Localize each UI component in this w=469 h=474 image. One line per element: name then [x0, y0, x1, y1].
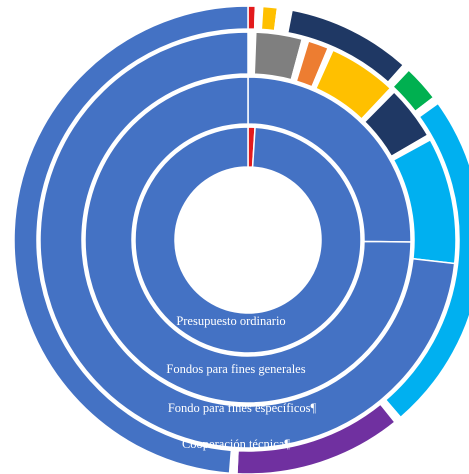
ring-1-slice-2	[134, 126, 362, 354]
labels-layer: Presupuesto ordinario Fondos para fines …	[166, 314, 316, 451]
ring-label-fondos-fines-generales: Fondos para fines generales	[166, 362, 305, 376]
ring-label-presupuesto-ordinario: Presupuesto ordinario	[176, 314, 285, 328]
ring-label-cooperacion-tecnica: Cooperación técnica¶	[182, 437, 290, 451]
ring-label-fondo-fines-especificos: Fondo para fines específicos¶	[168, 401, 317, 415]
slices-layer	[13, 5, 469, 474]
ring-2-slice-2	[84, 76, 412, 404]
ring-4-slice-13	[13, 5, 249, 474]
ring-3-slice-11	[39, 31, 456, 449]
